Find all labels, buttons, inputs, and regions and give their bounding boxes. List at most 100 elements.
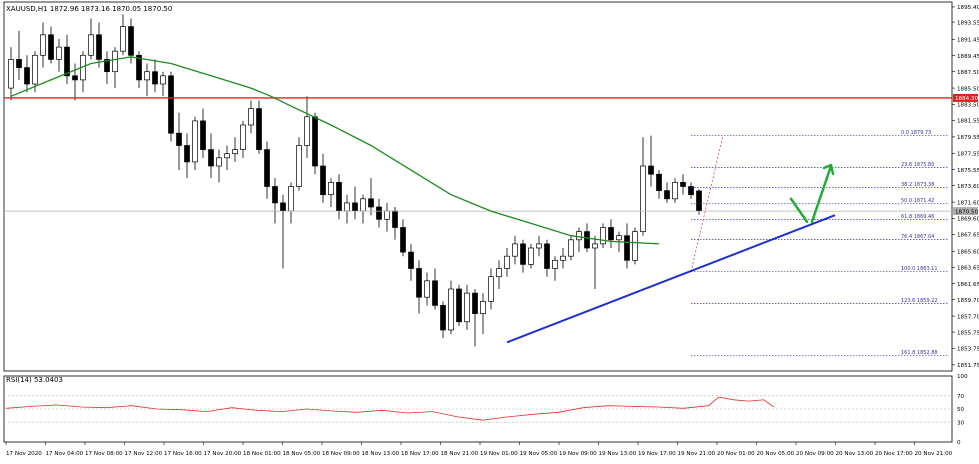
bearish-candle [608, 227, 614, 241]
time-tick-label: 19 Nov 09:00 [559, 451, 597, 457]
bullish-candle [488, 276, 494, 302]
fibonacci-level-label: 23.6 1875.80 [901, 162, 934, 168]
bearish-candle [416, 268, 422, 298]
level-price-label: 1884.30 [955, 96, 979, 102]
bullish-candle [360, 198, 366, 212]
bearish-candle [336, 182, 342, 212]
bearish-candle [680, 182, 686, 187]
bearish-candle [280, 202, 286, 212]
bullish-candle [232, 149, 238, 155]
bullish-candle [8, 59, 14, 89]
bullish-candle [512, 243, 518, 257]
bullish-candle [32, 54, 38, 85]
bullish-candle [424, 280, 430, 298]
bullish-candle [192, 120, 198, 163]
bearish-candle [368, 198, 374, 208]
bearish-candle [688, 186, 694, 196]
time-tick-label: 18 Nov 17:00 [401, 451, 439, 457]
bullish-candle [576, 231, 582, 241]
price-tick-label: 1871.60 [957, 200, 979, 206]
bullish-candle [480, 300, 486, 314]
bullish-candle [384, 210, 390, 220]
time-tick-label: 20 Nov 21:00 [915, 451, 953, 457]
bullish-candle [504, 255, 510, 269]
price-tick-label: 1877.55 [957, 151, 979, 157]
bullish-candle [296, 145, 302, 187]
bullish-candle [328, 182, 334, 196]
rsi-tick-label: 30 [957, 420, 965, 426]
bearish-candle [376, 206, 382, 220]
bearish-candle [176, 132, 182, 146]
bullish-candle [144, 71, 150, 81]
main-chart-title: XAUUSD,H1 1872.96 1873.16 1870.05 1870.5… [6, 5, 172, 13]
time-tick-label: 17 Nov 20:00 [204, 451, 242, 457]
price-tick-label: 1853.75 [957, 347, 979, 353]
bullish-candle [40, 34, 46, 56]
bullish-candle [560, 255, 566, 261]
bullish-candle [224, 153, 230, 159]
bullish-candle [112, 50, 118, 73]
price-tick-label: 1879.55 [957, 135, 979, 141]
time-tick-label: 19 Nov 17:00 [638, 451, 676, 457]
price-tick-label: 1887.50 [957, 70, 979, 76]
fibonacci-level-label: 61.8 1869.46 [901, 214, 934, 220]
bearish-candle [408, 251, 414, 269]
rsi-tick-label: 100 [957, 374, 968, 380]
bullish-candle [536, 243, 542, 249]
moving-average-line [10, 56, 660, 245]
bearish-candle [152, 71, 158, 85]
price-tick-label: 1855.75 [957, 330, 979, 336]
price-tick-label: 1875.55 [957, 168, 979, 174]
fibonacci-level-label: 76.4 1867.04 [901, 234, 934, 240]
price-tick-label: 1869.60 [957, 217, 979, 223]
bullish-candle [552, 259, 558, 269]
bearish-candle [696, 190, 702, 212]
time-tick-label: 20 Nov 09:00 [796, 451, 834, 457]
main-panel-border [3, 1, 953, 372]
time-tick-label: 20 Nov 17:00 [875, 451, 913, 457]
bullish-candle [672, 182, 678, 200]
green-arrow-down [789, 197, 809, 224]
bearish-candle [168, 75, 174, 134]
bearish-candle [200, 120, 206, 150]
price-tick-label: 1861.65 [957, 282, 979, 288]
price-tick-label: 1881.55 [957, 119, 979, 125]
time-tick-label: 19 Nov 01:00 [480, 451, 518, 457]
bearish-candle [472, 292, 478, 314]
bearish-candle [664, 190, 670, 200]
candles [8, 14, 702, 347]
bullish-candle [448, 288, 454, 331]
bullish-candle [528, 247, 534, 265]
bullish-candle [600, 227, 606, 245]
bullish-candle [248, 108, 254, 126]
bearish-candle [104, 59, 110, 73]
level-price-label-box [953, 93, 978, 102]
price-tick-label: 1865.60 [957, 249, 979, 255]
rsi-tick-label: 0 [957, 440, 961, 446]
bearish-candle [392, 210, 398, 228]
bearish-candle [136, 54, 142, 81]
green-arrow-head [822, 163, 835, 176]
time-tick-label: 18 Nov 21:00 [441, 451, 479, 457]
fibonacci-level-label: 161.8 1852.88 [901, 350, 938, 356]
bearish-candle [544, 243, 550, 269]
bearish-candle [320, 165, 326, 196]
time-tick-label: 18 Nov 01:00 [243, 451, 281, 457]
time-tick-label: 17 Nov 04:00 [46, 451, 84, 457]
price-tick-label: 1857.70 [957, 314, 979, 320]
bullish-candle [344, 202, 350, 212]
bearish-candle [432, 280, 438, 306]
bearish-candle [264, 149, 270, 187]
rsi-title: RSI(14) 53.0403 [6, 376, 63, 384]
axes: 1895.40 1893.55 1891.45 1889.45 1887.50 1885.… [5, 5, 979, 457]
price-tick-label: 1891.45 [957, 38, 979, 44]
bearish-candle [400, 227, 406, 253]
price-tick-label: 1867.65 [957, 233, 979, 239]
time-tick-label: 17 Nov 2020 [6, 451, 42, 457]
time-tick-label: 17 Nov 08:00 [85, 451, 123, 457]
bearish-candle [208, 149, 214, 167]
price-tick-label: 1883.50 [957, 103, 979, 109]
level-price-label: 1870.50 [955, 209, 979, 215]
bullish-candle [56, 46, 62, 60]
